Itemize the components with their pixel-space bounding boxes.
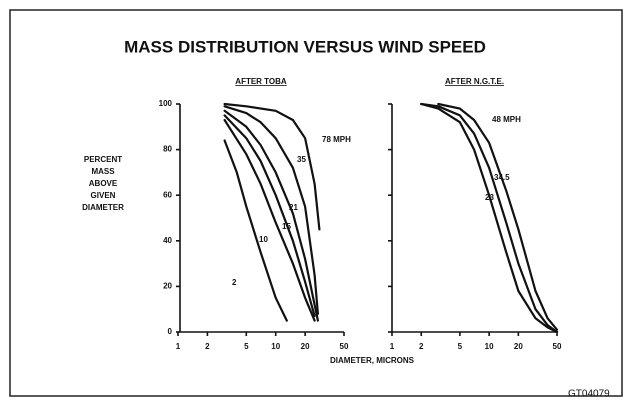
x-tick-label: 50 <box>553 342 562 351</box>
curve <box>420 102 559 334</box>
x-tick-label: 5 <box>244 342 249 351</box>
y-tick-label: 100 <box>159 99 173 108</box>
x-tick-label: 10 <box>485 342 494 351</box>
y-axis-label: ABOVE <box>89 179 118 188</box>
curve <box>420 102 559 334</box>
curve-label: 15 <box>282 222 291 231</box>
y-tick-label: 80 <box>163 145 172 154</box>
y-tick-label: 40 <box>163 236 172 245</box>
y-axis-label: GIVEN <box>91 191 116 200</box>
y-tick-label: 0 <box>168 327 173 336</box>
x-tick-label: 2 <box>205 342 210 351</box>
curve-label: 23 <box>485 193 494 202</box>
x-tick-label: 20 <box>301 342 310 351</box>
x-tick-label: 1 <box>390 342 395 351</box>
curve-label: 10 <box>259 235 268 244</box>
curve-label: 48 MPH <box>492 115 521 124</box>
curve <box>223 139 288 322</box>
x-tick-label: 50 <box>340 342 349 351</box>
y-tick-label: 20 <box>163 282 172 291</box>
curve <box>437 102 559 331</box>
chart-title: MASS DISTRIBUTION VERSUS WIND SPEED <box>124 37 486 56</box>
y-axis-label: PERCENT <box>84 155 122 164</box>
y-axis-label: DIAMETER <box>82 203 124 212</box>
curve-label: 35 <box>297 155 306 164</box>
curve-label: 2 <box>232 278 237 287</box>
y-axis-label: MASS <box>91 167 115 176</box>
y-tick-label: 60 <box>163 190 172 199</box>
figure-code: GT04079 <box>568 389 610 400</box>
curve <box>223 118 316 322</box>
frame <box>9 9 623 397</box>
curve <box>223 109 319 322</box>
panel-title: AFTER N.G.T.E. <box>445 77 504 86</box>
x-tick-label: 5 <box>458 342 463 351</box>
curve <box>223 102 321 231</box>
x-tick-label: 10 <box>271 342 280 351</box>
x-tick-label: 1 <box>176 342 181 351</box>
curve <box>223 114 316 318</box>
x-axis-label: DIAMETER, MICRONS <box>330 356 415 365</box>
x-tick-label: 20 <box>514 342 523 351</box>
x-tick-label: 2 <box>419 342 424 351</box>
panel-title: AFTER TOBA <box>235 77 287 86</box>
curve-label: 78 MPH <box>322 135 351 144</box>
curve-label: 21 <box>289 203 298 212</box>
curve <box>223 105 319 315</box>
